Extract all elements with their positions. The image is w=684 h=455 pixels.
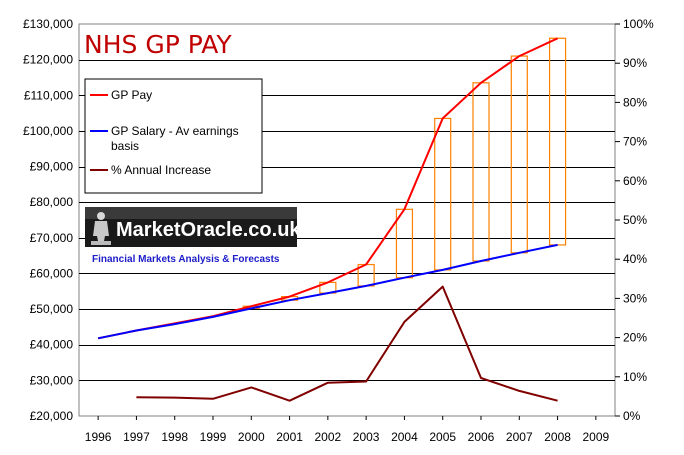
gp-salary-line <box>97 243 558 340</box>
x-tick-label: 2000 <box>238 430 265 444</box>
y-left-tick-label: £130,000 <box>23 17 73 31</box>
y-left-tick-label: £120,000 <box>23 53 73 67</box>
annual-increase-line <box>136 285 558 402</box>
y-right-tick-label: 80% <box>623 95 647 109</box>
y-right-tick-label: 90% <box>623 56 647 70</box>
x-tick-label: 2008 <box>544 430 571 444</box>
y-right-tick-label: 40% <box>623 252 647 266</box>
y-right-tick-label: 30% <box>623 291 647 305</box>
y-left-tick-label: £50,000 <box>30 302 74 316</box>
y-left-tick-label: £110,000 <box>24 88 73 102</box>
watermark-logo: MarketOracle.co.uk Financial Markets Ana… <box>85 207 301 265</box>
x-tick-label: 1999 <box>200 430 227 444</box>
logo-brand: MarketOracle.co.uk <box>116 219 301 241</box>
y-left-tick-label: £30,000 <box>30 373 74 387</box>
chart-title: NHS GP PAY <box>84 30 232 59</box>
y-left-tick-label: £20,000 <box>30 409 74 423</box>
x-tick-label: 1998 <box>161 430 188 444</box>
logo-tagline: Financial Markets Analysis & Forecasts <box>92 254 280 265</box>
y-left-tick-label: £40,000 <box>30 338 74 352</box>
legend-label-gp-salary-line1: GP Salary - Av earnings <box>111 124 239 138</box>
x-tick-label: 2003 <box>353 430 380 444</box>
logo-highlight <box>85 207 297 219</box>
x-tick-label: 2006 <box>468 430 495 444</box>
y-left-tick-label: £90,000 <box>30 160 74 174</box>
y-right-tick-label: 50% <box>623 213 647 227</box>
x-tick-label: 2009 <box>583 430 610 444</box>
y-left-tick-label: £80,000 <box>30 195 74 209</box>
legend-label-annual-increase: % Annual Increase <box>111 163 211 177</box>
x-tick-label: 2002 <box>315 430 342 444</box>
y-right-tick-label: 100% <box>623 17 654 31</box>
y-left-tick-label: £60,000 <box>30 266 74 280</box>
x-tick-label: 2004 <box>391 430 418 444</box>
right-axis: 0% 10% 20% 30% 40% 50% 60% 70% 80% 90% 100% <box>615 17 654 423</box>
y-right-tick-label: 60% <box>623 174 647 188</box>
left-axis: £20,000 £30,000 £40,000 £50,000 £60,000 £70,0… <box>23 17 73 423</box>
x-axis: 1996 1997 1998 1999 2000 2001 2002 2003 2004 2005… <box>85 416 610 444</box>
legend: GP Pay GP Salary - Av earnings basis % A… <box>84 78 263 194</box>
legend-label-gp-salary-line2: basis <box>111 139 139 153</box>
legend-label-gp-pay: GP Pay <box>111 88 152 102</box>
y-left-tick-label: £100,000 <box>23 124 73 138</box>
statue-icon <box>91 212 111 245</box>
y-right-tick-label: 10% <box>623 370 647 384</box>
x-tick-label: 2007 <box>506 430 533 444</box>
y-right-tick-label: 0% <box>623 409 641 423</box>
y-left-tick-label: £70,000 <box>30 231 74 245</box>
x-tick-label: 1996 <box>85 430 112 444</box>
y-right-tick-label: 20% <box>623 331 647 345</box>
x-tick-label: 1997 <box>123 430 150 444</box>
x-tick-label: 2001 <box>276 430 303 444</box>
legend-label-gp-salary: GP Salary - Av earnings basis <box>111 124 242 153</box>
x-tick-label: 2005 <box>429 430 456 444</box>
y-right-tick-label: 70% <box>623 135 647 149</box>
series-lines <box>97 37 559 402</box>
legend-box <box>84 78 263 194</box>
